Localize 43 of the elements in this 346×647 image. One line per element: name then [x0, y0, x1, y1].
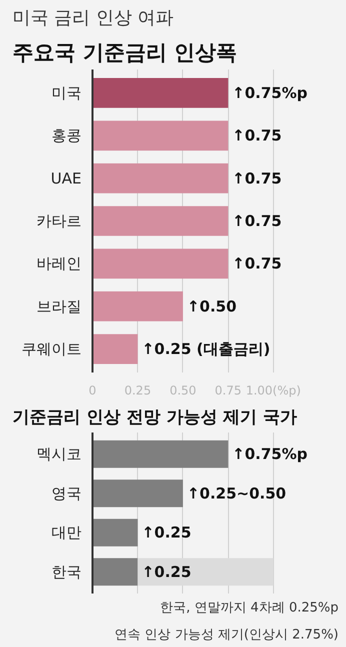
data-label: ↑0.50 [186, 297, 237, 316]
x-tick-label: 0 [88, 384, 96, 398]
bar [92, 291, 183, 322]
bar [92, 248, 228, 279]
bar [92, 206, 228, 236]
data-label: ↑0.75%p [232, 445, 308, 464]
bar [92, 440, 228, 468]
y-tick-label: 홍콩 [52, 126, 82, 145]
data-label: ↑0.25 [142, 562, 192, 581]
y-tick-label: 바레인 [36, 254, 82, 273]
category-label: 한국 [52, 562, 82, 581]
bar [92, 334, 138, 364]
bar [92, 78, 228, 108]
x-tick-label: 0.50 [170, 384, 196, 398]
text: 한국, 연말까지 4차례 0.25%p [160, 600, 339, 616]
bar [92, 558, 138, 586]
data-label: ↑0.75 [232, 126, 282, 145]
y-tick-label: 카타르 [36, 212, 82, 230]
category-label: 대만 [52, 524, 82, 542]
bar [92, 518, 138, 546]
x-tick-label: 0.25 [124, 384, 152, 398]
category-label: 멕시코 [36, 445, 82, 464]
chart-title: 기준금리 인상 전망 가능성 제기 국가 [12, 408, 298, 428]
bar [92, 120, 228, 151]
data-label: ↑0.75%p [232, 84, 308, 102]
y-tick-label: UAE [50, 169, 82, 188]
data-label: ↑0.25~0.50 [186, 484, 286, 502]
chart-subtitle: 주요국 기준금리 인상폭 [12, 40, 238, 64]
x-tick-label: 0.75 [214, 384, 242, 398]
bar [92, 480, 183, 508]
data-label: ↑0.75 [232, 254, 282, 273]
chart-title: 미국 금리 인상 여파 [12, 8, 174, 28]
data-label: ↑0.25 [142, 524, 192, 542]
data-label: ↑0.25 (대출금리) [142, 340, 270, 358]
y-tick-label: 브라질 [36, 297, 82, 316]
text: 연속 인상 가능성 제기(인상시 2.75%) [114, 628, 339, 642]
data-label: ↑0.75 [232, 212, 282, 230]
data-label: ↑0.75 [232, 169, 282, 188]
y-tick-label: 쿠웨이트 [22, 340, 82, 358]
x-tick-label: 1.00(%p) [246, 384, 301, 398]
bar [92, 163, 228, 194]
category-label: 영국 [52, 484, 82, 502]
y-tick-label: 미국 [52, 84, 82, 102]
